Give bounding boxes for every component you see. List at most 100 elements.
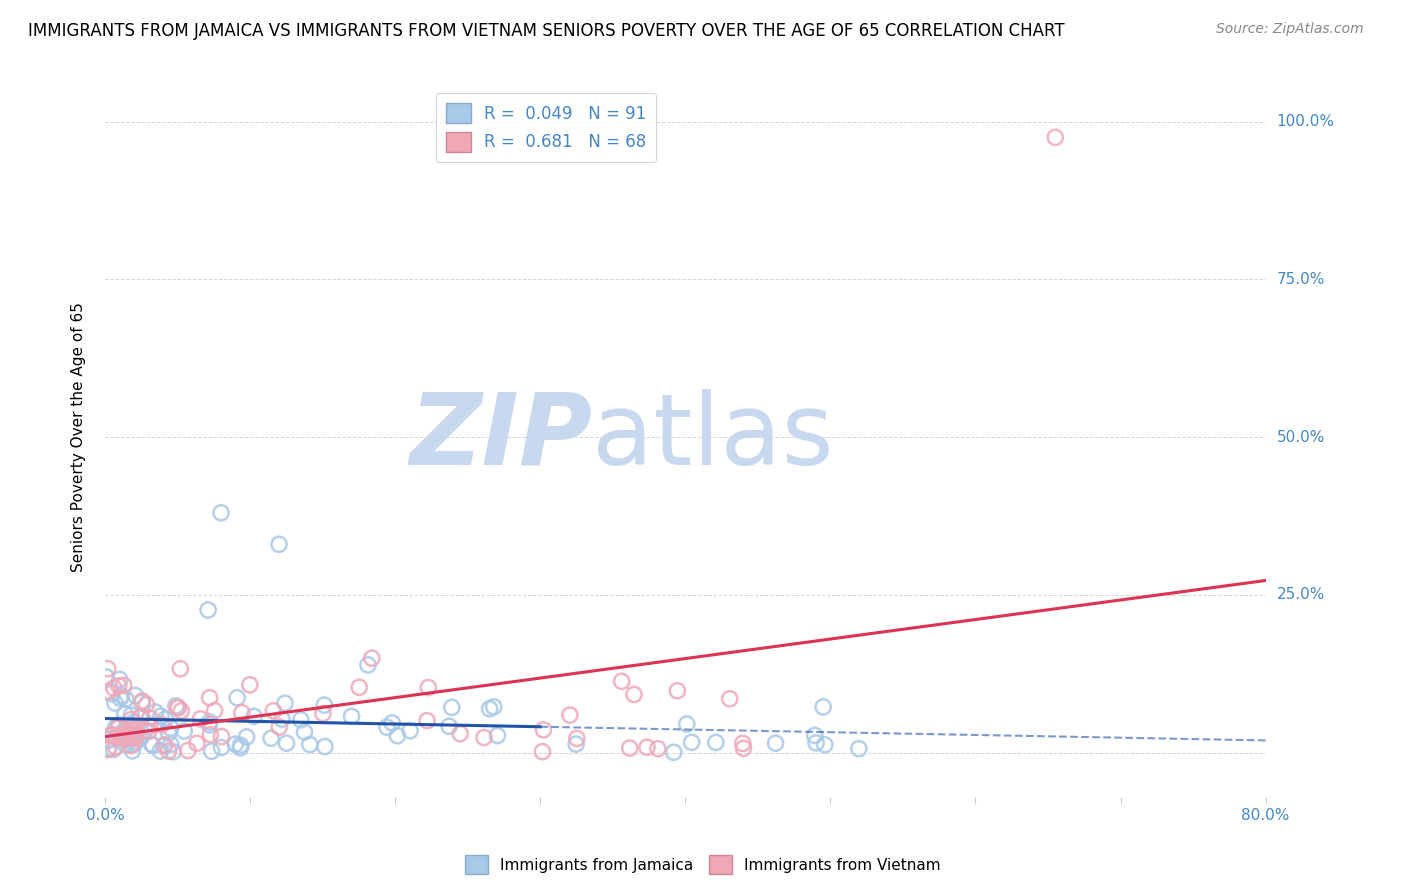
Text: Source: ZipAtlas.com: Source: ZipAtlas.com (1216, 22, 1364, 37)
Point (115, 731, 138, 746)
Point (96, 670, 118, 684)
Point (108, 729, 131, 743)
Point (120, 708, 142, 723)
Point (211, 730, 233, 744)
Point (112, 678, 135, 692)
Point (124, 731, 146, 746)
Point (97, 741, 120, 756)
Point (107, 721, 129, 735)
Point (186, 736, 208, 750)
Point (170, 704, 193, 718)
Point (565, 731, 588, 746)
Point (150, 718, 173, 732)
Point (662, 745, 685, 759)
Point (177, 743, 200, 757)
Point (472, 731, 495, 745)
Point (262, 704, 284, 718)
Point (239, 678, 262, 692)
Point (114, 724, 136, 739)
Point (200, 744, 222, 758)
Point (104, 696, 127, 710)
Text: 100.0%: 100.0% (1277, 114, 1334, 129)
Point (314, 698, 336, 712)
Point (623, 688, 645, 702)
Point (681, 735, 703, 749)
Point (1045, 130, 1067, 145)
Point (97, 662, 120, 676)
Point (211, 740, 233, 755)
Point (243, 709, 266, 723)
Point (486, 729, 509, 743)
Point (209, 506, 232, 520)
Point (108, 691, 131, 706)
Point (231, 706, 253, 720)
Point (482, 699, 505, 714)
Point (294, 725, 316, 739)
Point (108, 673, 131, 687)
Point (149, 709, 172, 723)
Point (124, 723, 146, 738)
Point (733, 741, 755, 756)
Point (666, 683, 689, 698)
Point (121, 728, 143, 742)
Point (124, 737, 146, 751)
Point (157, 744, 180, 758)
Point (121, 723, 143, 738)
Point (166, 700, 188, 714)
Point (124, 734, 146, 748)
Point (224, 737, 246, 751)
Point (814, 738, 837, 752)
Point (610, 674, 633, 689)
Point (125, 727, 148, 741)
Point (204, 704, 226, 718)
Point (142, 739, 165, 753)
Point (387, 729, 409, 743)
Point (440, 700, 463, 714)
Point (114, 706, 136, 721)
Point (347, 680, 370, 694)
Text: 25.0%: 25.0% (1277, 587, 1324, 602)
Point (111, 729, 134, 743)
Point (96, 684, 118, 698)
Point (731, 736, 754, 750)
Point (110, 689, 132, 703)
Point (804, 736, 827, 750)
Point (120, 739, 142, 753)
Point (190, 712, 212, 726)
Point (531, 745, 554, 759)
Point (449, 727, 471, 741)
Point (138, 723, 160, 738)
Point (114, 722, 136, 736)
Point (271, 712, 294, 726)
Point (129, 731, 152, 746)
Point (139, 711, 162, 725)
Point (381, 715, 404, 730)
Point (267, 537, 290, 551)
Point (124, 689, 146, 703)
Point (127, 721, 149, 735)
Point (131, 694, 153, 708)
Point (134, 723, 156, 738)
Point (197, 603, 219, 617)
Point (765, 736, 787, 750)
Point (101, 727, 124, 741)
Point (160, 737, 183, 751)
Point (97, 733, 120, 747)
Point (198, 718, 221, 732)
Point (531, 723, 554, 737)
Point (155, 712, 177, 726)
Point (139, 719, 162, 733)
Point (97, 732, 120, 747)
Point (167, 700, 190, 714)
Point (104, 721, 127, 735)
Point (117, 720, 139, 734)
Point (198, 690, 221, 705)
Point (226, 690, 249, 705)
Point (114, 738, 136, 752)
Point (157, 726, 180, 740)
Point (675, 717, 697, 731)
Point (100, 686, 122, 700)
Point (260, 731, 283, 746)
Point (115, 692, 138, 706)
Point (120, 738, 142, 752)
